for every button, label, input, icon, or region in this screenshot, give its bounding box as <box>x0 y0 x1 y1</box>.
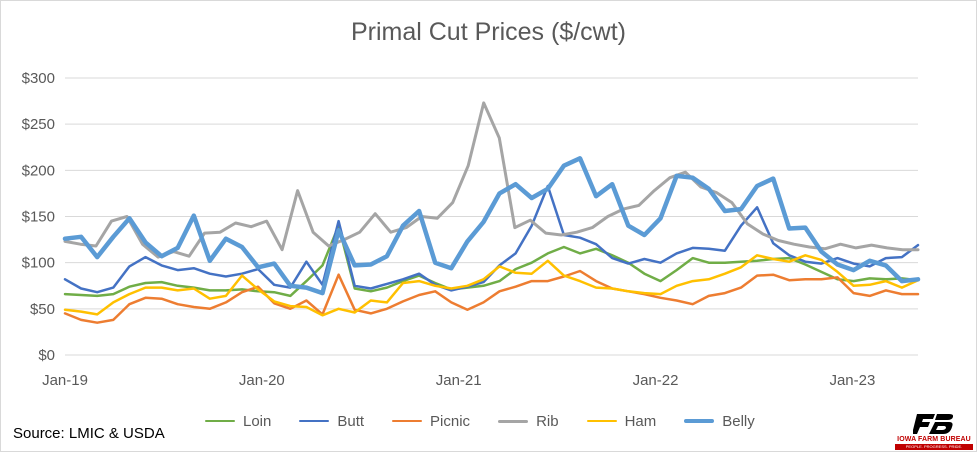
x-tick-label: Jan-19 <box>42 372 88 389</box>
logo-tagline: PEOPLE. PROGRESS. PRIDE. <box>895 444 973 450</box>
legend-label: Ham <box>624 412 657 430</box>
legend-label: Butt <box>337 412 365 430</box>
source-note: Source: LMIC & USDA <box>13 425 165 442</box>
legend-swatch <box>392 419 423 423</box>
y-tick-label: $100 <box>22 255 55 272</box>
legend-item-butt: Butt <box>299 413 364 430</box>
y-tick-label: $0 <box>38 347 55 364</box>
chart-legend: Loin Butt Picnic Rib Ham Belly <box>205 410 783 432</box>
x-tick-label: Jan-23 <box>829 372 875 389</box>
legend-swatch <box>498 419 529 423</box>
iowa-farm-bureau-logo: IOWA FARM BUREAU PEOPLE. PROGRESS. PRIDE… <box>895 412 973 450</box>
legend-swatch <box>586 419 617 423</box>
y-tick-label: $50 <box>30 301 55 318</box>
legend-swatch <box>299 419 330 423</box>
logo-name: IOWA FARM BUREAU <box>897 436 971 443</box>
legend-label: Picnic <box>430 412 471 430</box>
legend-label: Rib <box>536 412 559 430</box>
legend-item-belly: Belly <box>684 413 755 430</box>
legend-swatch <box>684 418 715 424</box>
legend-swatch <box>205 419 235 423</box>
y-tick-label: $300 <box>22 70 55 87</box>
series-line-picnic <box>63 269 920 324</box>
legend-label: Belly <box>722 412 755 430</box>
y-tick-label: $150 <box>22 209 55 226</box>
series-line-ham <box>63 254 920 317</box>
chart-title: Primal Cut Prices ($/cwt) <box>350 18 627 46</box>
series-line-rib <box>63 101 920 259</box>
y-tick-label: $250 <box>22 116 55 133</box>
x-tick-label: Jan-22 <box>633 372 679 389</box>
farm-bureau-fb-icon <box>913 414 953 434</box>
y-tick-label: $200 <box>22 162 55 179</box>
legend-item-rib: Rib <box>498 413 559 430</box>
legend-item-ham: Ham <box>586 412 657 430</box>
x-tick-label: Jan-21 <box>436 372 482 389</box>
series-line-belly <box>62 156 921 296</box>
x-tick-label: Jan-20 <box>239 372 285 389</box>
series-line-butt <box>63 184 920 294</box>
legend-item-picnic: Picnic <box>392 413 470 430</box>
legend-label: Loin <box>243 412 272 430</box>
chart-plot-area: $0 $50 $100 $150 $200 $250 $300 Jan-19 Jan-20 Jan… <box>22 70 921 389</box>
legend-item-loin: Loin <box>205 413 271 430</box>
